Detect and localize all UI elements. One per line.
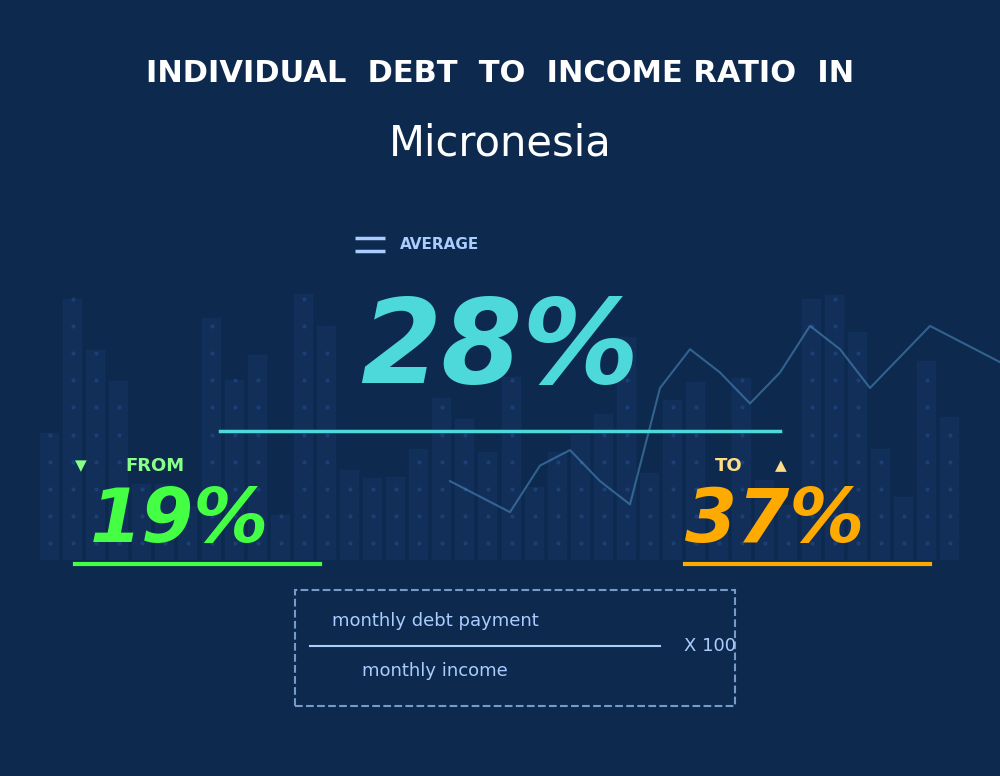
Bar bbox=[340, 470, 358, 559]
Bar bbox=[178, 507, 196, 559]
Bar bbox=[132, 483, 150, 559]
Bar bbox=[663, 400, 681, 559]
Bar bbox=[755, 480, 773, 559]
Bar bbox=[271, 515, 289, 559]
Bar bbox=[202, 318, 220, 559]
Text: AVERAGE: AVERAGE bbox=[400, 237, 479, 252]
Bar bbox=[825, 295, 843, 559]
Text: ▼: ▼ bbox=[75, 458, 87, 473]
Bar bbox=[409, 449, 427, 559]
Text: Micronesia: Micronesia bbox=[389, 123, 611, 165]
Text: FROM: FROM bbox=[125, 456, 184, 475]
Bar bbox=[502, 377, 520, 559]
Bar bbox=[386, 477, 404, 559]
Bar bbox=[478, 452, 496, 559]
Bar bbox=[640, 473, 658, 559]
Bar bbox=[455, 419, 473, 559]
Text: monthly income: monthly income bbox=[362, 662, 508, 681]
Bar bbox=[548, 452, 566, 559]
Bar bbox=[732, 379, 750, 559]
Text: 19%: 19% bbox=[90, 485, 269, 558]
Bar bbox=[317, 326, 335, 559]
Bar bbox=[109, 380, 127, 559]
Bar bbox=[571, 435, 589, 559]
Bar bbox=[248, 355, 266, 559]
Bar bbox=[63, 299, 81, 559]
Bar bbox=[225, 380, 243, 559]
Bar bbox=[525, 487, 543, 559]
Bar bbox=[848, 331, 866, 559]
Bar bbox=[363, 477, 381, 559]
Bar bbox=[871, 449, 889, 559]
Text: 28%: 28% bbox=[360, 293, 640, 408]
Bar bbox=[40, 433, 58, 559]
Text: monthly debt payment: monthly debt payment bbox=[332, 611, 538, 630]
Bar bbox=[617, 337, 635, 559]
Bar bbox=[155, 483, 173, 559]
Bar bbox=[709, 509, 727, 559]
Bar bbox=[594, 414, 612, 559]
Bar bbox=[686, 382, 704, 559]
Bar bbox=[917, 361, 935, 559]
Bar bbox=[802, 299, 820, 559]
Text: TO: TO bbox=[715, 456, 743, 475]
Bar bbox=[86, 349, 104, 559]
Text: INDIVIDUAL  DEBT  TO  INCOME RATIO  IN: INDIVIDUAL DEBT TO INCOME RATIO IN bbox=[146, 59, 854, 88]
Bar bbox=[894, 497, 912, 559]
Text: X 100: X 100 bbox=[684, 636, 736, 655]
Bar bbox=[294, 294, 312, 559]
Bar bbox=[778, 504, 796, 559]
Bar bbox=[432, 398, 450, 559]
Text: ▲: ▲ bbox=[775, 458, 787, 473]
Bar bbox=[940, 417, 958, 559]
Text: 37%: 37% bbox=[685, 485, 864, 558]
